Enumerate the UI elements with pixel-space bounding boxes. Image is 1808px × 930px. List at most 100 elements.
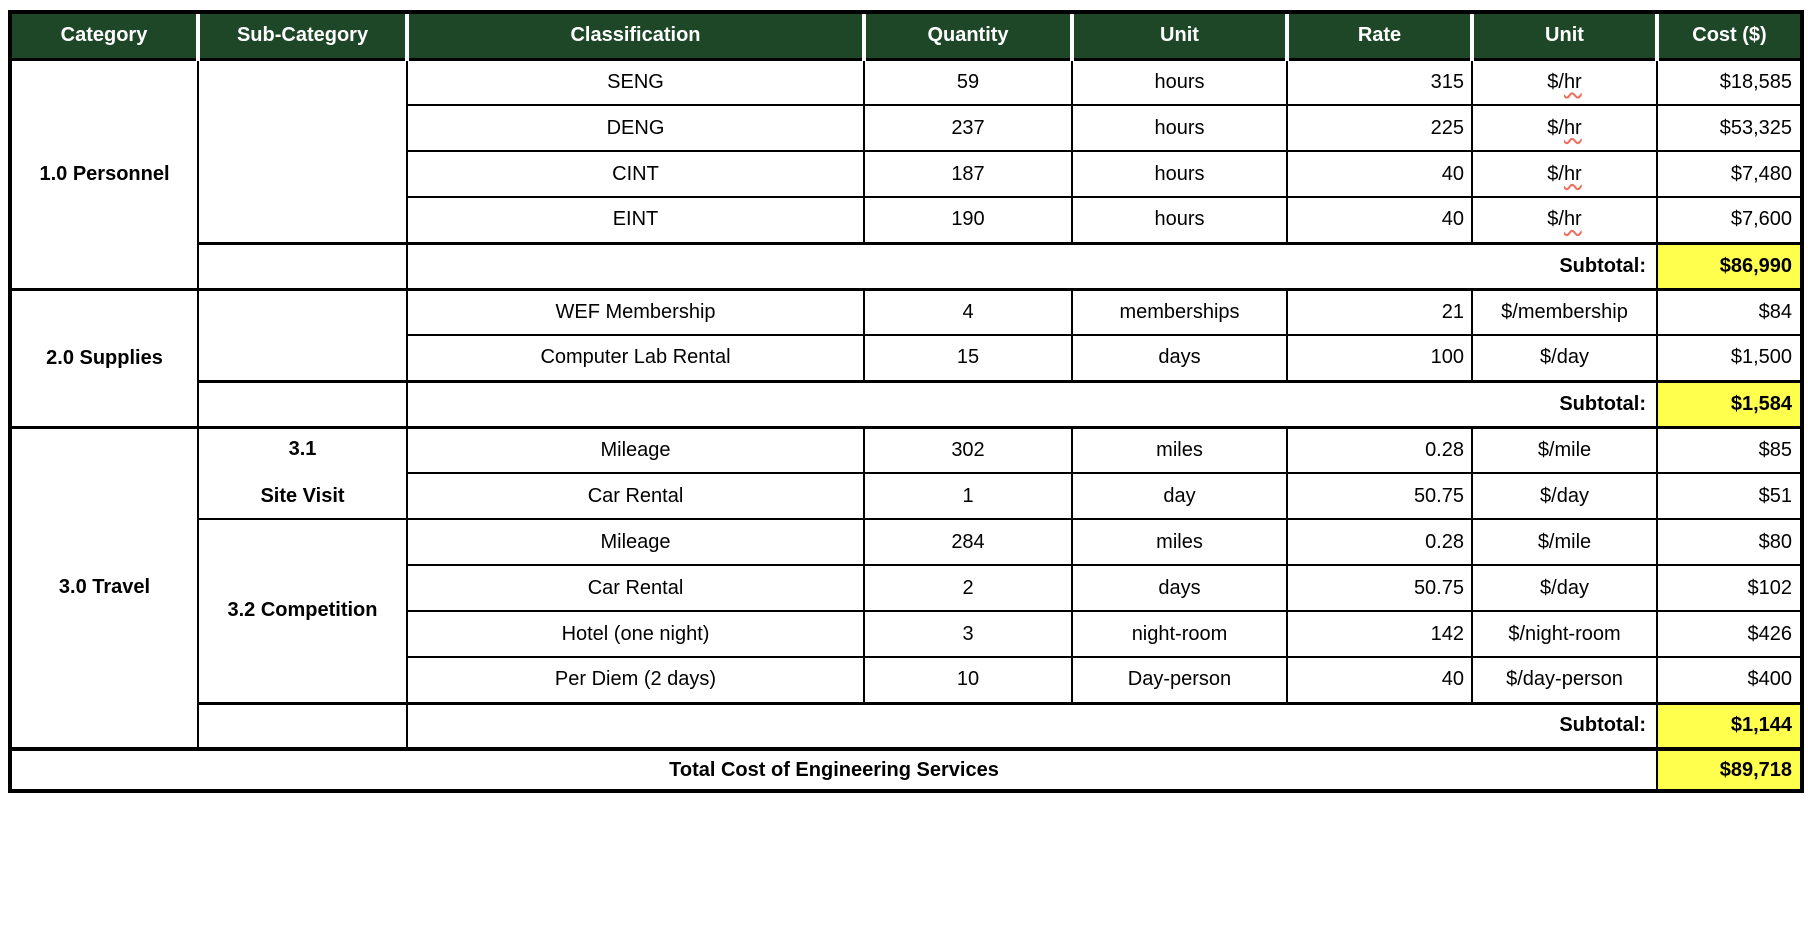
cell-rate: 225: [1286, 104, 1473, 152]
cell-rate-unit: $/night-room: [1471, 610, 1658, 658]
table-body: 1.0 Personnel SENG 59 hours 315 $/hr $18,585 DE…: [9, 57, 1803, 792]
cell-cost: $84: [1656, 287, 1803, 336]
cell-unit: memberships: [1071, 287, 1288, 336]
cell-rate-unit: $/day: [1471, 472, 1658, 520]
rate-unit-prefix: $/: [1547, 162, 1564, 185]
total-value: $89,718: [1656, 747, 1803, 792]
cell-quantity: 190: [863, 196, 1073, 244]
table-row: Hotel (one night) 3 night-room 142 $/night-r…: [10, 610, 1803, 658]
cell-classification: SENG: [406, 57, 865, 106]
total-label: Total Cost of Engineering Services: [9, 747, 1658, 792]
cost-table: Category Sub-Category Classification Quanti…: [8, 10, 1804, 793]
cell-cost: $102: [1656, 564, 1803, 612]
table-row: 2.0 Supplies WEF Membership 4 memberships 21…: [9, 287, 1803, 428]
spellcheck-squiggle: hr: [1563, 70, 1582, 93]
table-row: Computer Lab Rental 15 days 100 $/day $1,500: [10, 334, 1803, 382]
cell-classification: EINT: [406, 196, 865, 244]
cell-cost: $426: [1656, 610, 1803, 658]
cell-subcategory-empty: [197, 241, 408, 290]
cell-unit: days: [1071, 334, 1288, 382]
subcategory-label-line: Site Visit: [260, 485, 345, 508]
header-cell-category: Category: [8, 10, 198, 61]
rate-unit-prefix: $/: [1547, 116, 1564, 139]
cell-subcategory: [197, 57, 408, 244]
subtotal-row: Subtotal: $1,144: [10, 701, 1803, 750]
subcategory-label-line: 3.1: [288, 438, 317, 461]
cell-cost: $18,585: [1656, 57, 1803, 106]
header-row: Category Sub-Category Classification Quanti…: [8, 10, 1802, 61]
cell-quantity: 1: [863, 472, 1073, 520]
cell-rate-unit: $/mile: [1471, 425, 1658, 474]
cell-classification: Per Diem (2 days): [406, 656, 865, 704]
subtotal-label: Subtotal:: [406, 241, 1658, 290]
header-cell-unit: Unit: [1070, 10, 1287, 61]
spellcheck-squiggle: hr: [1563, 208, 1582, 231]
table-header: Category Sub-Category Classification Quanti…: [8, 10, 1802, 61]
header-cell-classification: Classification: [405, 10, 864, 61]
cell-cost: $400: [1656, 656, 1803, 704]
cell-rate-unit: $/hr: [1471, 150, 1658, 198]
subtotal-value: $1,584: [1656, 379, 1803, 428]
cell-subcategory-empty: [197, 379, 408, 428]
cell-rate-unit: $/hr: [1471, 196, 1658, 244]
cell-unit: night-room: [1071, 610, 1288, 658]
table-row: Car Rental 2 days 50.75 $/day $102: [10, 564, 1803, 612]
cell-quantity: 302: [863, 425, 1073, 474]
cell-rate: 50.75: [1286, 472, 1473, 520]
cell-rate: 0.28: [1286, 518, 1473, 566]
cell-rate-unit: $/hr: [1471, 57, 1658, 106]
cell-rate: 142: [1286, 610, 1473, 658]
cell-classification: Car Rental: [406, 564, 865, 612]
cell-rate-unit: $/day-person: [1471, 656, 1658, 704]
cell-rate: 50.75: [1286, 564, 1473, 612]
cell-classification: DENG: [406, 104, 865, 152]
cell-unit: hours: [1071, 104, 1288, 152]
subtotal-value: $86,990: [1656, 241, 1803, 290]
cell-rate-unit: $/membership: [1471, 287, 1658, 336]
cell-classification: WEF Membership: [406, 287, 865, 336]
cell-quantity: 59: [863, 57, 1073, 106]
cell-rate-unit: $/hr: [1471, 104, 1658, 152]
cell-subcategory: [197, 287, 408, 382]
cell-cost: $80: [1656, 518, 1803, 566]
subtotal-label: Subtotal:: [406, 379, 1658, 428]
cell-subcategory: 3.1 Site Visit: [197, 425, 408, 520]
cell-cost: $1,500: [1656, 334, 1803, 382]
cell-cost: $51: [1656, 472, 1803, 520]
cell-quantity: 284: [863, 518, 1073, 566]
cell-category: 1.0 Personnel: [9, 57, 199, 290]
cell-unit: hours: [1071, 57, 1288, 106]
cell-category: 3.0 Travel: [9, 425, 199, 750]
cell-cost: $7,480: [1656, 150, 1803, 198]
table-row: Car Rental 1 day 50.75 $/day $51: [10, 472, 1803, 520]
cell-quantity: 10: [863, 656, 1073, 704]
table-row: DENG 237 hours 225 $/hr $53,325: [10, 104, 1803, 152]
cell-unit: day: [1071, 472, 1288, 520]
cell-classification: CINT: [406, 150, 865, 198]
cell-unit: miles: [1071, 518, 1288, 566]
table-row: EINT 190 hours 40 $/hr $7,600: [10, 196, 1803, 244]
cell-rate: 40: [1286, 196, 1473, 244]
cell-cost: $85: [1656, 425, 1803, 474]
rate-unit-prefix: $/: [1547, 208, 1564, 231]
table-row: CINT 187 hours 40 $/hr $7,480: [10, 150, 1803, 198]
subtotal-value: $1,144: [1656, 701, 1803, 750]
cell-rate: 21: [1286, 287, 1473, 336]
cell-unit: Day-person: [1071, 656, 1288, 704]
header-cell-unit-2: Unit: [1470, 10, 1657, 61]
cell-quantity: 2: [863, 564, 1073, 612]
cell-category: 2.0 Supplies: [9, 287, 199, 428]
table-row: 1.0 Personnel SENG 59 hours 315 $/hr $18,585: [9, 57, 1803, 290]
rate-unit-prefix: $/: [1547, 70, 1564, 93]
cell-unit: days: [1071, 564, 1288, 612]
cell-rate-unit: $/mile: [1471, 518, 1658, 566]
table-row: 3.2 Competition Mileage 284 miles 0.28 $/mile…: [10, 518, 1803, 704]
total-row: Total Cost of Engineering Services $89,71…: [9, 747, 1803, 792]
cell-rate: 40: [1286, 656, 1473, 704]
cell-unit: hours: [1071, 196, 1288, 244]
subtotal-row: Subtotal: $1,584: [10, 379, 1803, 428]
cell-rate-unit: $/day: [1471, 334, 1658, 382]
cell-rate-unit: $/day: [1471, 564, 1658, 612]
cell-classification: Computer Lab Rental: [406, 334, 865, 382]
